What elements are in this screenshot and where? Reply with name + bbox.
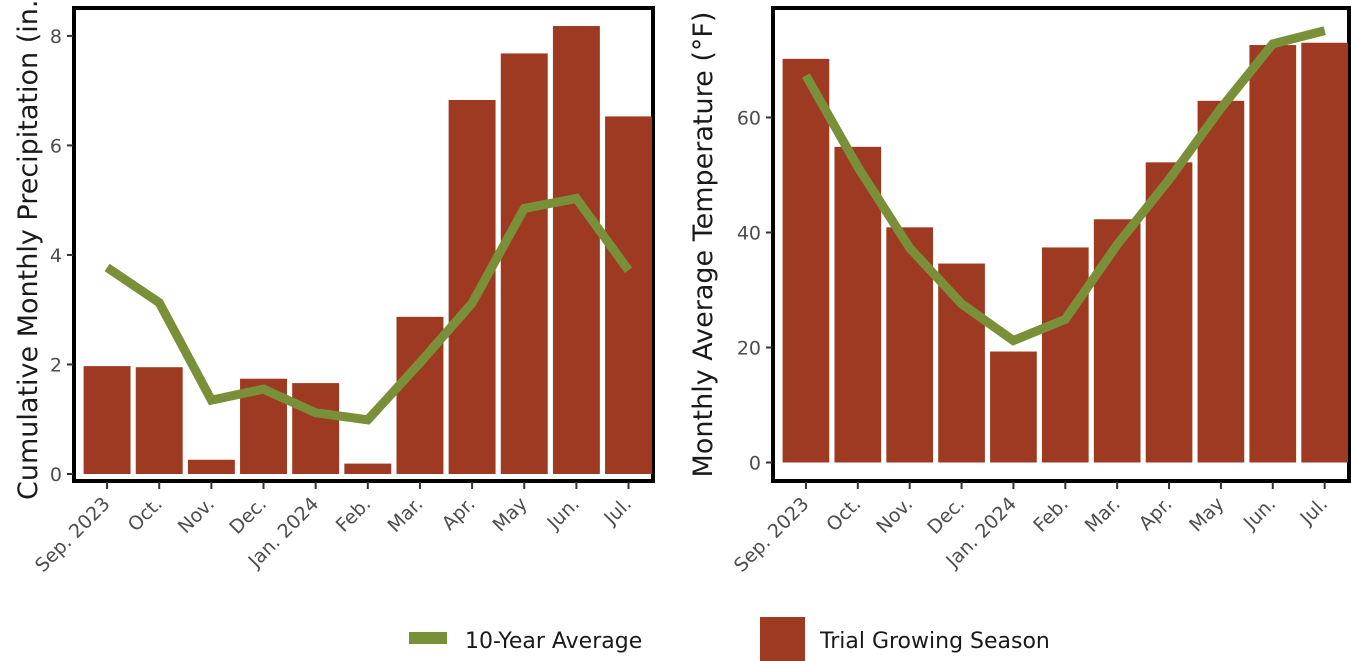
y-axis-title: Cumulative Monthly Precipitation (in.) <box>13 0 44 500</box>
bar <box>1041 247 1089 463</box>
x-tick-label: Mar. <box>384 493 428 537</box>
y-tick-label: 0 <box>749 453 761 475</box>
x-tick-label: Jul. <box>1295 493 1332 530</box>
plot-frame <box>771 6 1351 483</box>
bar <box>990 351 1037 463</box>
bar <box>1197 100 1245 463</box>
y-tick-label: 6 <box>50 135 62 157</box>
y-tick-label: 40 <box>737 223 761 245</box>
bar <box>1093 219 1141 463</box>
y-axis-title: Monthly Average Temperature (°F) <box>688 12 719 478</box>
average-line <box>104 193 633 425</box>
bar <box>1145 162 1193 463</box>
x-tick-label: Feb. <box>332 493 376 537</box>
legend: 10-Year Average Trial Growing Season <box>409 617 1050 661</box>
legend-bar-swatch <box>760 617 805 661</box>
x-tick-label: Nov. <box>872 493 917 538</box>
plot-frame <box>72 6 655 483</box>
x-tick-label: Oct. <box>822 493 865 536</box>
x-tick-label: Jul. <box>599 493 636 530</box>
bar <box>83 366 131 474</box>
bar <box>782 58 830 463</box>
x-tick-label: Feb. <box>1029 493 1073 537</box>
x-tick-label: May <box>1185 493 1228 536</box>
y-tick-label: 0 <box>50 464 62 486</box>
bar <box>292 383 340 474</box>
bar <box>552 26 600 475</box>
y-tick-label: 60 <box>737 108 761 130</box>
y-tick-label: 2 <box>50 354 62 376</box>
x-tick-label: Oct. <box>124 493 167 536</box>
bar <box>344 463 392 474</box>
average-line <box>801 26 1326 346</box>
bar <box>135 367 183 474</box>
bar <box>938 263 985 463</box>
legend-bar-label: Trial Growing Season <box>819 629 1050 654</box>
y-tick-label: 4 <box>50 245 62 267</box>
bar <box>1301 42 1348 463</box>
x-tick-label: Dec. <box>923 493 969 539</box>
x-tick-label: Dec. <box>225 493 271 539</box>
x-tick-label: Jun. <box>1239 493 1281 535</box>
bar <box>605 116 652 475</box>
x-tick-label: Mar. <box>1081 493 1125 537</box>
y-tick-label: 20 <box>737 338 761 360</box>
x-tick-label: Apr. <box>1135 493 1177 535</box>
x-tick-label: Sep. 2023 <box>31 493 115 577</box>
bar <box>1249 45 1297 463</box>
x-tick-label: May <box>488 493 531 536</box>
legend-line-label: 10-Year Average <box>465 629 642 654</box>
bar <box>187 459 235 474</box>
y-tick-label: 8 <box>50 26 62 48</box>
bar <box>448 99 496 474</box>
bar <box>500 53 548 475</box>
legend-line-swatch <box>409 632 447 644</box>
x-tick-label: Nov. <box>174 493 219 538</box>
x-tick-label: Jun. <box>542 493 584 535</box>
x-tick-label: Apr. <box>438 493 480 535</box>
x-tick-label: Sep. 2023 <box>730 493 814 577</box>
